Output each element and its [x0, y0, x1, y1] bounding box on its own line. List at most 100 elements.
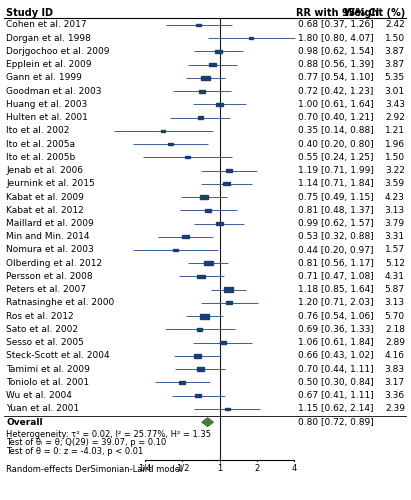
Text: Toniolo et al. 2001: Toniolo et al. 2001 [6, 378, 89, 387]
Text: 4.23: 4.23 [385, 192, 405, 202]
Text: 2.42: 2.42 [385, 20, 405, 30]
Text: 0.75 [0.49, 1.15]: 0.75 [0.49, 1.15] [298, 192, 374, 202]
Bar [216, 102, 223, 106]
Bar [226, 169, 232, 172]
Text: 0.81 [0.56, 1.17]: 0.81 [0.56, 1.17] [298, 258, 374, 268]
Text: 0.35 [0.14, 0.88]: 0.35 [0.14, 0.88] [298, 126, 374, 136]
Text: Ito et al. 2002: Ito et al. 2002 [6, 126, 69, 136]
Text: 0.68 [0.37, 1.26]: 0.68 [0.37, 1.26] [298, 20, 374, 30]
Text: Random-effects DerSimonian-Laird model: Random-effects DerSimonian-Laird model [6, 464, 182, 473]
Text: 0.53 [0.32, 0.88]: 0.53 [0.32, 0.88] [298, 232, 374, 241]
Text: 5.12: 5.12 [385, 258, 405, 268]
Text: 0.71 [0.47, 1.08]: 0.71 [0.47, 1.08] [298, 272, 374, 281]
Text: Dorgan et al. 1998: Dorgan et al. 1998 [6, 34, 91, 42]
Text: Overall: Overall [6, 418, 43, 426]
Bar [201, 195, 208, 199]
Bar [215, 50, 222, 53]
Text: Ratnasinghe et al. 2000: Ratnasinghe et al. 2000 [6, 298, 114, 308]
Bar [205, 209, 211, 212]
Bar [199, 90, 205, 92]
Text: 3.87: 3.87 [385, 47, 405, 56]
Bar [200, 314, 210, 318]
Bar [204, 261, 212, 266]
Text: Nomura et al. 2003: Nomura et al. 2003 [6, 246, 94, 254]
Text: Ito et al. 2005a: Ito et al. 2005a [6, 140, 75, 148]
Text: 1.80 [0.80, 4.07]: 1.80 [0.80, 4.07] [298, 34, 374, 42]
Text: 0.69 [0.36, 1.33]: 0.69 [0.36, 1.33] [298, 325, 374, 334]
Text: Heterogeneity: τ² = 0.02, I² = 25.77%, H² = 1.35: Heterogeneity: τ² = 0.02, I² = 25.77%, H… [6, 430, 211, 438]
Bar [196, 24, 201, 26]
Text: Kabat et al. 2009: Kabat et al. 2009 [6, 192, 84, 202]
Text: Test of θ = 0: z = -4.03, p < 0.01: Test of θ = 0: z = -4.03, p < 0.01 [6, 447, 143, 456]
Text: Ros et al. 2012: Ros et al. 2012 [6, 312, 74, 320]
Text: 0.67 [0.41, 1.11]: 0.67 [0.41, 1.11] [298, 391, 374, 400]
Text: 0.70 [0.40, 1.21]: 0.70 [0.40, 1.21] [298, 113, 374, 122]
Text: Steck-Scott et al. 2004: Steck-Scott et al. 2004 [6, 352, 110, 360]
Text: 0.66 [0.43, 1.02]: 0.66 [0.43, 1.02] [298, 352, 374, 360]
Bar [226, 302, 233, 304]
Text: 3.79: 3.79 [385, 219, 405, 228]
Text: Maillard et al. 2009: Maillard et al. 2009 [6, 219, 94, 228]
Text: RR with 95% CI: RR with 95% CI [296, 8, 379, 18]
Text: 1.18 [0.85, 1.64]: 1.18 [0.85, 1.64] [298, 285, 374, 294]
Text: 1.15 [0.62, 2.14]: 1.15 [0.62, 2.14] [298, 404, 374, 413]
Bar [197, 368, 204, 371]
Text: 3.43: 3.43 [385, 100, 405, 109]
Text: Jenab et al. 2006: Jenab et al. 2006 [6, 166, 83, 175]
Text: 0.50 [0.30, 0.84]: 0.50 [0.30, 0.84] [298, 378, 374, 387]
Bar [173, 249, 178, 251]
Bar [198, 116, 203, 119]
Text: 5.35: 5.35 [385, 74, 405, 82]
Text: 4: 4 [291, 464, 297, 473]
Text: Test of θᵢ = θ; Q(29) = 39.07, p = 0.10: Test of θᵢ = θ; Q(29) = 39.07, p = 0.10 [6, 438, 166, 447]
Text: Peters et al. 2007: Peters et al. 2007 [6, 285, 86, 294]
Text: Tamimi et al. 2009: Tamimi et al. 2009 [6, 364, 90, 374]
Text: 1.00 [0.61, 1.64]: 1.00 [0.61, 1.64] [298, 100, 374, 109]
Text: Gann et al. 1999: Gann et al. 1999 [6, 74, 82, 82]
Bar [223, 182, 230, 186]
Bar [195, 394, 201, 398]
Bar [220, 342, 226, 344]
Text: 0.99 [0.62, 1.57]: 0.99 [0.62, 1.57] [298, 219, 374, 228]
Text: 1/4: 1/4 [139, 464, 152, 473]
Text: Olberding et al. 2012: Olberding et al. 2012 [6, 258, 102, 268]
Text: 0.81 [0.48, 1.37]: 0.81 [0.48, 1.37] [298, 206, 374, 215]
Text: 2.39: 2.39 [385, 404, 405, 413]
Text: 3.13: 3.13 [385, 298, 405, 308]
Text: 1.14 [0.71, 1.84]: 1.14 [0.71, 1.84] [298, 180, 374, 188]
Text: 3.22: 3.22 [385, 166, 405, 175]
Polygon shape [202, 418, 213, 426]
Text: 0.98 [0.62, 1.54]: 0.98 [0.62, 1.54] [298, 47, 374, 56]
Bar [224, 288, 233, 292]
Text: 2: 2 [254, 464, 259, 473]
Text: 2.18: 2.18 [385, 325, 405, 334]
Text: 2.89: 2.89 [385, 338, 405, 347]
Text: 0.77 [0.54, 1.10]: 0.77 [0.54, 1.10] [298, 74, 374, 82]
Text: Weight (%): Weight (%) [344, 8, 405, 18]
Text: Kabat et al. 2012: Kabat et al. 2012 [6, 206, 84, 215]
Text: 0.44 [0.20, 0.97]: 0.44 [0.20, 0.97] [298, 246, 374, 254]
Text: Min and Min. 2014: Min and Min. 2014 [6, 232, 90, 241]
Bar [182, 235, 189, 238]
Text: 1.50: 1.50 [385, 153, 405, 162]
Text: 2.92: 2.92 [385, 113, 405, 122]
Text: Jeurnink et al. 2015: Jeurnink et al. 2015 [6, 180, 95, 188]
Text: 5.70: 5.70 [385, 312, 405, 320]
Text: 3.31: 3.31 [385, 232, 405, 241]
Bar [194, 354, 201, 358]
Text: 0.72 [0.42, 1.23]: 0.72 [0.42, 1.23] [298, 86, 374, 96]
Text: Yuan et al. 2001: Yuan et al. 2001 [6, 404, 79, 413]
Text: 1.57: 1.57 [385, 246, 405, 254]
Text: Sato et al. 2002: Sato et al. 2002 [6, 325, 78, 334]
Bar [197, 274, 205, 278]
Text: 3.83: 3.83 [385, 364, 405, 374]
Text: 1: 1 [217, 464, 222, 473]
Text: Huang et al. 2003: Huang et al. 2003 [6, 100, 88, 109]
Bar [197, 328, 202, 330]
Text: 1.06 [0.61, 1.84]: 1.06 [0.61, 1.84] [298, 338, 374, 347]
Bar [168, 143, 173, 145]
Bar [216, 222, 222, 225]
Text: Epplein et al. 2009: Epplein et al. 2009 [6, 60, 92, 69]
Text: 0.76 [0.54, 1.06]: 0.76 [0.54, 1.06] [298, 312, 374, 320]
Text: 3.13: 3.13 [385, 206, 405, 215]
